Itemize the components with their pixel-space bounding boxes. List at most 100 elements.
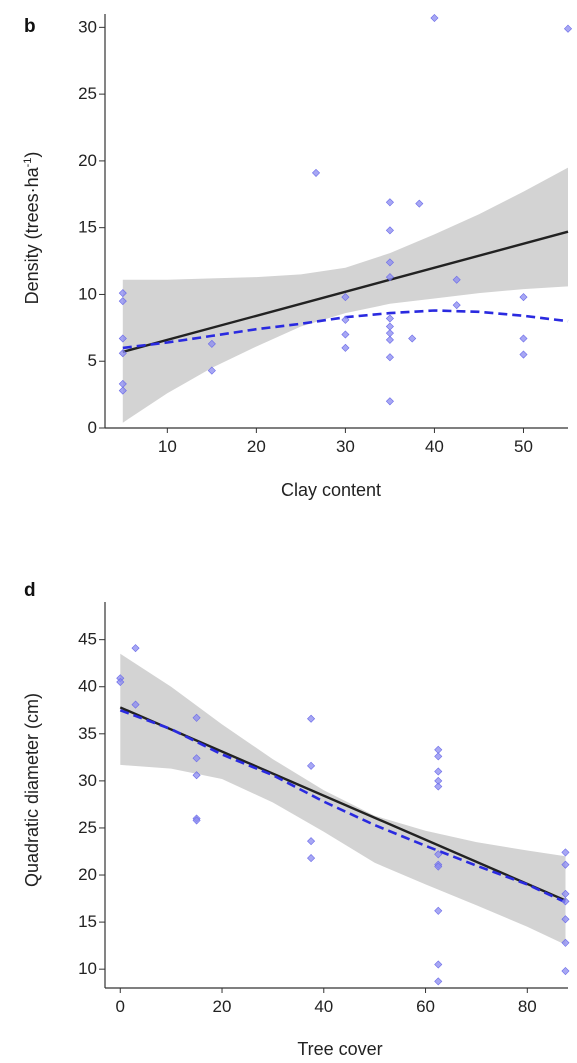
data-point bbox=[385, 322, 394, 331]
data-point bbox=[307, 714, 316, 723]
data-point bbox=[341, 293, 350, 302]
data-point bbox=[307, 837, 316, 846]
data-point bbox=[131, 700, 140, 709]
data-point bbox=[192, 754, 201, 763]
panel-d-ci-band-layer bbox=[120, 653, 566, 945]
data-point bbox=[563, 24, 573, 33]
data-point bbox=[311, 168, 321, 177]
y-tick-label: 15 bbox=[78, 912, 97, 931]
regression-line bbox=[119, 706, 566, 902]
data-point bbox=[118, 349, 127, 358]
y-tick-label: 25 bbox=[78, 84, 97, 103]
panel-b-chart: b 10 20 30 40 50 0 5 10 15 20 25 30 Clay content De… bbox=[22, 13, 573, 500]
x-tick-label: 10 bbox=[158, 437, 177, 456]
data-point bbox=[452, 275, 461, 284]
y-tick-label: 5 bbox=[88, 351, 97, 370]
data-point bbox=[131, 644, 140, 653]
data-point bbox=[561, 848, 570, 857]
data-point bbox=[434, 850, 443, 859]
data-point bbox=[385, 226, 394, 235]
panel-b-y-label-end: ) bbox=[22, 152, 42, 158]
data-point bbox=[118, 297, 127, 306]
data-point bbox=[118, 334, 127, 343]
y-tick-label: 30 bbox=[78, 17, 97, 36]
y-tick-label: 15 bbox=[78, 218, 97, 237]
data-point bbox=[116, 678, 125, 687]
data-point bbox=[385, 329, 394, 338]
data-point bbox=[561, 860, 570, 869]
y-tick-label: 0 bbox=[88, 418, 97, 437]
data-point bbox=[408, 334, 417, 343]
data-point bbox=[415, 199, 424, 208]
data-point bbox=[341, 315, 350, 324]
data-point bbox=[207, 366, 216, 375]
data-point bbox=[434, 752, 443, 761]
data-point bbox=[519, 350, 528, 359]
data-point bbox=[385, 397, 394, 406]
data-point bbox=[385, 273, 394, 282]
y-tick-label: 20 bbox=[78, 151, 97, 170]
regression-line bbox=[122, 230, 569, 354]
data-point bbox=[430, 13, 439, 23]
y-tick-label: 40 bbox=[78, 677, 97, 696]
x-tick-label: 40 bbox=[425, 437, 444, 456]
x-tick-label: 80 bbox=[518, 997, 537, 1016]
y-tick-label: 30 bbox=[78, 771, 97, 790]
y-tick-label: 25 bbox=[78, 818, 97, 837]
panel-b-y-label-main: Density (trees·ha bbox=[22, 166, 42, 304]
data-point bbox=[385, 353, 394, 362]
ci-band bbox=[120, 653, 566, 945]
x-tick-label: 20 bbox=[213, 997, 232, 1016]
panel-d-chart: d 0 20 40 60 80 10 15 20 25 30 35 40 45 Tree cover Q… bbox=[22, 580, 570, 1059]
x-tick-label: 20 bbox=[247, 437, 266, 456]
x-tick-label: 40 bbox=[314, 997, 333, 1016]
data-point bbox=[192, 713, 201, 722]
x-tick-label: 30 bbox=[336, 437, 355, 456]
data-point bbox=[307, 854, 316, 863]
x-tick-label: 0 bbox=[116, 997, 125, 1016]
data-point bbox=[341, 343, 350, 352]
data-point bbox=[452, 301, 461, 310]
panel-b-label: b bbox=[24, 16, 36, 37]
data-point bbox=[192, 816, 201, 825]
data-point bbox=[561, 897, 570, 906]
data-point bbox=[385, 258, 394, 267]
y-tick-label: 10 bbox=[78, 284, 97, 303]
panel-b-y-axis-label: Density (trees·ha-1) bbox=[22, 152, 42, 305]
data-point bbox=[385, 335, 394, 344]
data-point bbox=[561, 938, 570, 947]
y-tick-label: 20 bbox=[78, 865, 97, 884]
panel-d-axes bbox=[104, 602, 568, 989]
data-point bbox=[385, 314, 394, 323]
data-point bbox=[561, 967, 570, 976]
panel-d-ticks: 0 20 40 60 80 10 15 20 25 30 35 40 45 bbox=[78, 630, 537, 1016]
panel-b-points bbox=[118, 13, 573, 406]
panel-d-x-axis-label: Tree cover bbox=[297, 1039, 382, 1059]
data-point bbox=[434, 977, 443, 986]
data-point bbox=[118, 386, 127, 395]
data-point bbox=[118, 289, 127, 298]
panel-d-points bbox=[116, 644, 570, 986]
data-point bbox=[434, 960, 443, 969]
data-point bbox=[307, 761, 316, 770]
panel-b-ticks: 10 20 30 40 50 0 5 10 15 20 25 30 bbox=[78, 17, 533, 456]
y-tick-label: 45 bbox=[78, 630, 97, 649]
x-tick-label: 60 bbox=[416, 997, 435, 1016]
data-point bbox=[434, 906, 443, 915]
data-point bbox=[434, 782, 443, 791]
panel-d-label: d bbox=[24, 580, 36, 601]
data-point bbox=[385, 198, 394, 207]
data-point bbox=[341, 330, 350, 339]
x-tick-label: 50 bbox=[514, 437, 533, 456]
data-point bbox=[207, 339, 216, 348]
data-point bbox=[561, 915, 570, 924]
panel-b-axes bbox=[104, 14, 568, 429]
data-point bbox=[434, 745, 443, 754]
panel-b-y-label-sup: -1 bbox=[22, 158, 34, 168]
panel-b-fit-layer bbox=[122, 230, 569, 354]
y-tick-label: 10 bbox=[78, 959, 97, 978]
data-point bbox=[434, 862, 443, 871]
panel-b-x-axis-label: Clay content bbox=[281, 480, 381, 500]
data-point bbox=[519, 334, 528, 343]
